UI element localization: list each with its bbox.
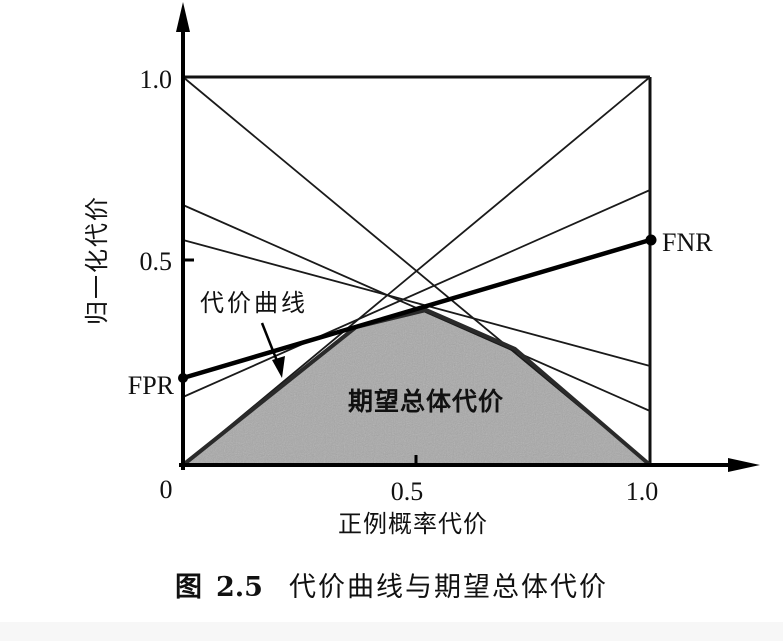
- y-axis-title: 归一化代价: [83, 195, 111, 325]
- expected-cost-label: 期望总体代价: [348, 387, 504, 416]
- x-tick-label-0: 0: [160, 475, 173, 504]
- annotation-arrow-icon: [272, 356, 285, 378]
- fpr-fnr-line: [182, 237, 651, 381]
- cost-curve-label: 代价曲线: [200, 289, 308, 317]
- cost-curve-envelope: [181, 308, 652, 467]
- fnr-point: [645, 234, 657, 246]
- caption-fig-label: 图: [175, 572, 202, 603]
- expected-cost-area: [183, 310, 650, 465]
- line-5: [182, 189, 651, 398]
- fpr-label: FPR: [128, 371, 175, 400]
- x-axis-arrow-icon: [728, 458, 760, 472]
- figure-caption: 图 2.5 代价曲线与期望总体代价: [0, 565, 783, 604]
- caption-number: 2.5: [216, 572, 263, 603]
- y-tick-label-10: 1.0: [140, 65, 173, 94]
- y-axis-arrow-icon: [176, 2, 190, 32]
- line-2: [182, 76, 651, 466]
- x-tick-label-10: 1.0: [626, 477, 659, 506]
- bottom-strip: [0, 622, 783, 641]
- y-tick-label-05: 0.5: [140, 247, 173, 276]
- x-axis-title: 正例概率代价: [338, 510, 488, 538]
- x-tick-label-05: 0.5: [391, 477, 424, 506]
- line-4: [182, 239, 651, 367]
- caption-text: 代价曲线与期望总体代价: [288, 572, 608, 603]
- fnr-label: FNR: [662, 228, 713, 257]
